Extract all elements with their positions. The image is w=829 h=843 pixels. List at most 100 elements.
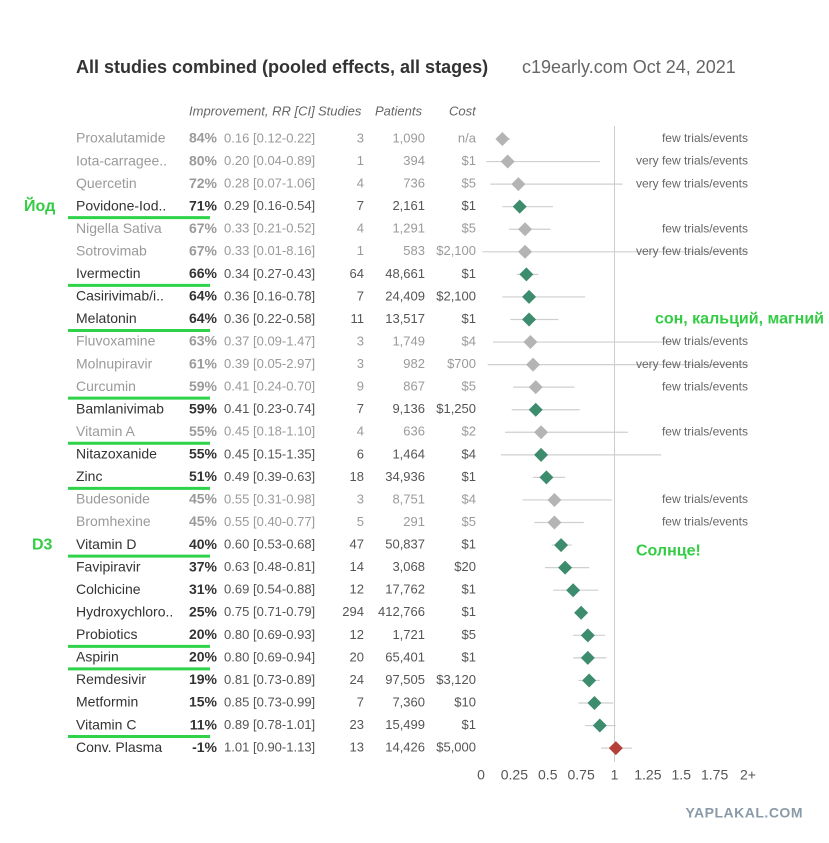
watermark: YAPLAKAL.COM bbox=[686, 805, 804, 821]
x-tick-label: 0 bbox=[477, 767, 485, 783]
ci-label: [0.16-0.78] bbox=[253, 288, 315, 303]
cost: $2,100 bbox=[436, 288, 476, 303]
source: c19early.com Oct 24, 2021 bbox=[522, 57, 736, 77]
studies: 12 bbox=[350, 627, 364, 642]
studies: 1 bbox=[357, 153, 364, 168]
improvement: 71% bbox=[189, 197, 218, 213]
studies: 294 bbox=[342, 604, 364, 619]
studies: 47 bbox=[350, 537, 364, 552]
patients: 2,161 bbox=[392, 198, 425, 213]
column-header: Cost bbox=[449, 103, 477, 118]
cost: $4 bbox=[462, 491, 476, 506]
patients: 982 bbox=[403, 356, 425, 371]
ci-label: [0.54-0.88] bbox=[253, 582, 315, 597]
patients: 8,751 bbox=[392, 491, 425, 506]
diamond bbox=[512, 199, 527, 214]
rr-label: 0.20 bbox=[224, 153, 249, 168]
ci-label: [0.73-0.89] bbox=[253, 672, 315, 687]
ci-label: [0.24-0.70] bbox=[253, 379, 315, 394]
ci-label: [0.16-0.54] bbox=[253, 198, 315, 213]
annotation: Йод bbox=[24, 196, 55, 215]
improvement: 19% bbox=[189, 671, 218, 687]
studies: 7 bbox=[357, 198, 364, 213]
patients: 34,936 bbox=[385, 469, 425, 484]
ci-label: [0.09-1.47] bbox=[253, 333, 315, 348]
improvement: 11% bbox=[190, 716, 218, 732]
ci-label: [0.31-0.98] bbox=[253, 491, 315, 506]
rr-label: 0.45 bbox=[224, 424, 249, 439]
row-name: Povidone-Iod.. bbox=[76, 197, 166, 213]
improvement: 15% bbox=[189, 694, 218, 710]
diamond bbox=[495, 132, 510, 146]
diamond bbox=[528, 380, 543, 395]
ci-label: [0.39-0.63] bbox=[253, 469, 315, 484]
cost: $1 bbox=[462, 198, 476, 213]
improvement: 45% bbox=[189, 491, 218, 507]
studies: 3 bbox=[357, 130, 364, 145]
diamond bbox=[534, 425, 549, 440]
cost: $10 bbox=[454, 694, 476, 709]
diamond bbox=[608, 741, 623, 756]
ci-label: [0.40-0.77] bbox=[253, 514, 315, 529]
row-name: Hydroxychloro.. bbox=[76, 603, 173, 619]
patients: 1,749 bbox=[392, 333, 425, 348]
cost: $5,000 bbox=[436, 740, 476, 755]
rr-label: 0.60 bbox=[224, 537, 249, 552]
diamond bbox=[547, 492, 562, 507]
patients: 50,837 bbox=[385, 537, 425, 552]
ci-label: [0.12-0.22] bbox=[253, 130, 315, 145]
cost: $4 bbox=[462, 446, 476, 461]
row-name: Casirivimab/i.. bbox=[76, 288, 164, 304]
improvement: 55% bbox=[189, 446, 218, 462]
row-name: Fluvoxamine bbox=[76, 333, 156, 349]
column-header: Improvement, RR [CI] bbox=[189, 103, 315, 118]
annotation: D3 bbox=[32, 536, 53, 553]
ci-label: [0.69-0.94] bbox=[253, 649, 315, 664]
row-name: Favipiravir bbox=[76, 558, 141, 574]
rr-label: 0.37 bbox=[224, 333, 249, 348]
patients: 583 bbox=[403, 243, 425, 258]
row-name: Ivermectin bbox=[76, 265, 141, 281]
diamond bbox=[518, 222, 533, 237]
note: few trials/events bbox=[662, 334, 748, 348]
diamond bbox=[539, 470, 554, 485]
row-name: Zinc bbox=[76, 468, 102, 484]
rr-label: 0.81 bbox=[224, 672, 249, 687]
improvement: 31% bbox=[189, 581, 218, 597]
ci-label: [0.48-0.81] bbox=[253, 559, 315, 574]
studies: 23 bbox=[350, 717, 364, 732]
improvement: 72% bbox=[189, 175, 218, 191]
row-name: Nitazoxanide bbox=[76, 446, 157, 462]
x-tick-label: 0.75 bbox=[568, 767, 595, 783]
column-header: Patients bbox=[375, 103, 422, 118]
patients: 15,499 bbox=[385, 717, 425, 732]
rr-label: 0.41 bbox=[224, 401, 249, 416]
improvement: 67% bbox=[189, 243, 218, 259]
patients: 736 bbox=[403, 176, 425, 191]
improvement: 59% bbox=[189, 378, 218, 394]
cost: n/a bbox=[458, 130, 477, 145]
plot-area bbox=[482, 132, 748, 756]
row-name: Conv. Plasma bbox=[76, 739, 162, 755]
row-name: Proxalutamide bbox=[76, 130, 166, 146]
improvement: 63% bbox=[189, 333, 218, 349]
rr-label: 1.01 bbox=[224, 740, 249, 755]
improvement: 51% bbox=[189, 468, 218, 484]
x-tick-label: 1 bbox=[611, 767, 619, 783]
row-name: Nigella Sativa bbox=[76, 220, 162, 236]
diamond bbox=[547, 515, 562, 530]
studies: 7 bbox=[357, 694, 364, 709]
diamond bbox=[522, 289, 537, 304]
cost: $1 bbox=[462, 537, 476, 552]
note: few trials/events bbox=[662, 424, 748, 438]
column-header: Studies bbox=[318, 103, 362, 118]
improvement: 61% bbox=[189, 355, 218, 371]
cost: $1 bbox=[462, 649, 476, 664]
diamond bbox=[500, 154, 515, 169]
cost: $3,120 bbox=[436, 672, 476, 687]
patients: 17,762 bbox=[385, 582, 425, 597]
patients: 97,505 bbox=[385, 672, 425, 687]
ci-label: [0.53-0.68] bbox=[253, 537, 315, 552]
improvement: 25% bbox=[189, 603, 218, 619]
